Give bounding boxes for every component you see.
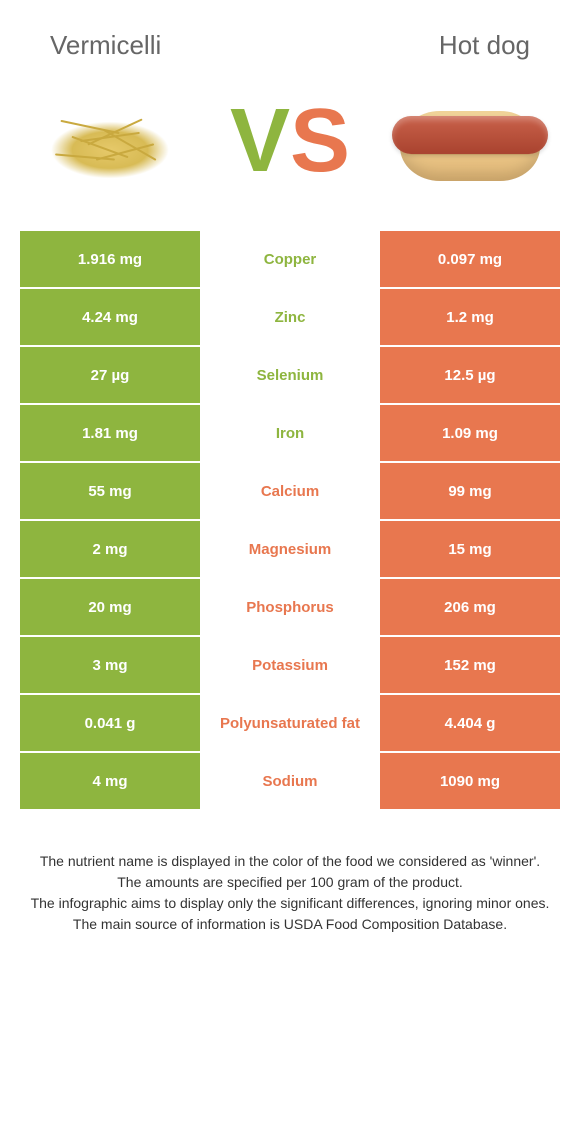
- right-value-cell: 12.5 µg: [380, 347, 560, 403]
- table-row: 20 mgPhosphorus206 mg: [20, 579, 560, 635]
- table-row: 1.916 mgCopper0.097 mg: [20, 231, 560, 287]
- right-value-cell: 1.2 mg: [380, 289, 560, 345]
- nutrient-label-cell: Selenium: [200, 347, 380, 403]
- left-value-cell: 0.041 g: [20, 695, 200, 751]
- footer-notes: The nutrient name is displayed in the co…: [0, 811, 580, 935]
- left-food-image: [30, 81, 190, 201]
- right-food-image: [390, 81, 550, 201]
- left-value-cell: 20 mg: [20, 579, 200, 635]
- vs-label: V S: [230, 96, 350, 186]
- left-value-cell: 3 mg: [20, 637, 200, 693]
- nutrient-label-cell: Copper: [200, 231, 380, 287]
- footer-line: The main source of information is USDA F…: [30, 914, 550, 935]
- footer-line: The nutrient name is displayed in the co…: [30, 851, 550, 872]
- left-value-cell: 4 mg: [20, 753, 200, 809]
- right-value-cell: 1090 mg: [380, 753, 560, 809]
- hotdog-icon: [390, 86, 550, 196]
- nutrient-table: 1.916 mgCopper0.097 mg4.24 mgZinc1.2 mg2…: [0, 231, 580, 811]
- header: Vermicelli Hot dog: [0, 0, 580, 71]
- right-value-cell: 99 mg: [380, 463, 560, 519]
- table-row: 4.24 mgZinc1.2 mg: [20, 289, 560, 345]
- right-value-cell: 1.09 mg: [380, 405, 560, 461]
- infographic-container: Vermicelli Hot dog V S: [0, 0, 580, 1144]
- table-row: 2 mgMagnesium15 mg: [20, 521, 560, 577]
- vs-letter-v: V: [230, 96, 290, 186]
- nutrient-label-cell: Polyunsaturated fat: [200, 695, 380, 751]
- table-row: 1.81 mgIron1.09 mg: [20, 405, 560, 461]
- table-row: 0.041 gPolyunsaturated fat4.404 g: [20, 695, 560, 751]
- footer-line: The infographic aims to display only the…: [30, 893, 550, 914]
- nutrient-label-cell: Calcium: [200, 463, 380, 519]
- footer-line: The amounts are specified per 100 gram o…: [30, 872, 550, 893]
- vs-letter-s: S: [290, 96, 350, 186]
- nutrient-label-cell: Magnesium: [200, 521, 380, 577]
- nutrient-label-cell: Phosphorus: [200, 579, 380, 635]
- right-food-title: Hot dog: [439, 30, 530, 61]
- table-row: 27 µgSelenium12.5 µg: [20, 347, 560, 403]
- vermicelli-icon: [40, 96, 180, 186]
- left-value-cell: 1.916 mg: [20, 231, 200, 287]
- left-value-cell: 27 µg: [20, 347, 200, 403]
- right-value-cell: 152 mg: [380, 637, 560, 693]
- nutrient-label-cell: Sodium: [200, 753, 380, 809]
- left-value-cell: 2 mg: [20, 521, 200, 577]
- right-value-cell: 206 mg: [380, 579, 560, 635]
- nutrient-label-cell: Zinc: [200, 289, 380, 345]
- nutrient-label-cell: Potassium: [200, 637, 380, 693]
- right-value-cell: 0.097 mg: [380, 231, 560, 287]
- left-food-title: Vermicelli: [50, 30, 161, 61]
- left-value-cell: 55 mg: [20, 463, 200, 519]
- left-value-cell: 4.24 mg: [20, 289, 200, 345]
- nutrient-label-cell: Iron: [200, 405, 380, 461]
- hero-row: V S: [0, 71, 580, 231]
- table-row: 55 mgCalcium99 mg: [20, 463, 560, 519]
- right-value-cell: 15 mg: [380, 521, 560, 577]
- table-row: 3 mgPotassium152 mg: [20, 637, 560, 693]
- left-value-cell: 1.81 mg: [20, 405, 200, 461]
- table-row: 4 mgSodium1090 mg: [20, 753, 560, 809]
- right-value-cell: 4.404 g: [380, 695, 560, 751]
